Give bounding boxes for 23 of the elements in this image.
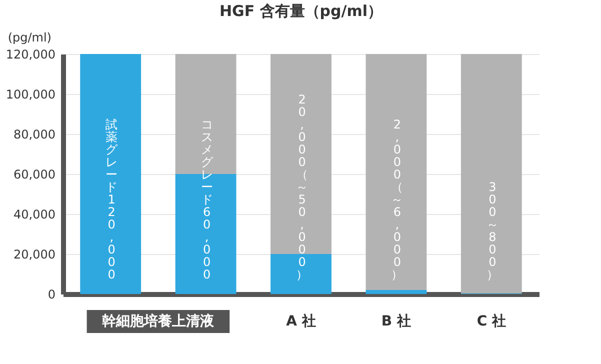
text: 試薬グレード120,000: [106, 118, 118, 282]
y-tick-label: 80,000: [14, 128, 56, 142]
y-tick-label: 100,000: [6, 88, 56, 102]
bar: [366, 290, 427, 294]
x-tick-label: A 社: [286, 314, 316, 330]
y-tick-label: 40,000: [14, 208, 56, 222]
y-axis-title: (pg/ml): [8, 30, 52, 44]
text: 幹細胞培養上清液: [102, 312, 216, 330]
x-tick-label: B 社: [381, 314, 411, 330]
bar: [366, 54, 427, 290]
y-tick-label: 20,000: [14, 248, 56, 262]
bar: [460, 54, 522, 294]
bar: [80, 54, 142, 294]
data-label: 300～800）: [486, 180, 498, 282]
chart-title: HGF 含有量（pg/ml）: [219, 2, 383, 20]
x-tick-label: C 社: [476, 314, 506, 330]
text: 2,000（～6,000）: [391, 118, 404, 282]
y-tick-label: 120,000: [6, 48, 56, 62]
bar: [270, 254, 332, 294]
bar: [270, 54, 332, 254]
y-tick-label: 0: [48, 288, 56, 302]
text: 20,000（～50,000）: [296, 92, 308, 282]
y-tick-label: 60,000: [14, 168, 56, 182]
